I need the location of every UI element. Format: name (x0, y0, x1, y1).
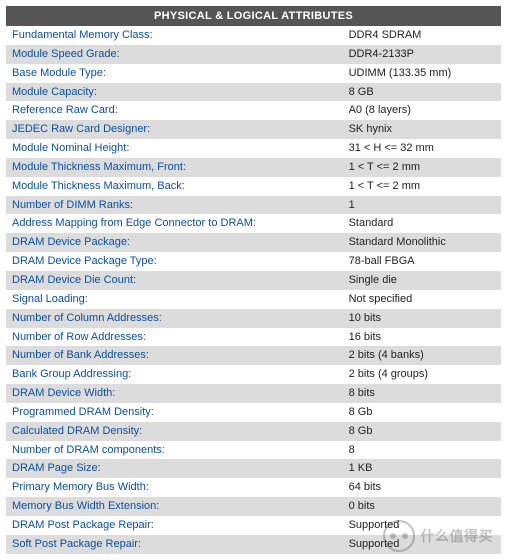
attr-value: UDIMM (133.35 mm) (343, 64, 501, 83)
attributes-table: Fundamental Memory Class:DDR4 SDRAMModul… (6, 26, 501, 554)
table-row: DRAM Device Package:Standard Monolithic (6, 233, 501, 252)
attr-label: Fundamental Memory Class: (6, 26, 343, 45)
table-row: Module Thickness Maximum, Front:1 < T <=… (6, 158, 501, 177)
table-row: DRAM Page Size:1 KB (6, 459, 501, 478)
attr-label: Number of DRAM components: (6, 441, 343, 460)
attr-label: Memory Bus Width Extension: (6, 497, 343, 516)
table-row: Module Thickness Maximum, Back:1 < T <= … (6, 177, 501, 196)
panel-header-title: PHYSICAL & LOGICAL ATTRIBUTES (154, 10, 353, 22)
attr-value: 8 Gb (343, 403, 501, 422)
attr-value: DDR4-2133P (343, 45, 501, 64)
table-row: Signal Loading:Not specified (6, 290, 501, 309)
attr-label: Primary Memory Bus Width: (6, 478, 343, 497)
table-row: Primary Memory Bus Width:64 bits (6, 478, 501, 497)
table-row: Module Nominal Height:31 < H <= 32 mm (6, 139, 501, 158)
attr-label: DRAM Page Size: (6, 459, 343, 478)
table-row: Reference Raw Card:A0 (8 layers) (6, 101, 501, 120)
attr-value: 10 bits (343, 309, 501, 328)
attr-label: DRAM Device Width: (6, 384, 343, 403)
attr-label: Module Nominal Height: (6, 139, 343, 158)
attr-label: Module Thickness Maximum, Front: (6, 158, 343, 177)
table-row: Address Mapping from Edge Connector to D… (6, 214, 501, 233)
attr-value: Standard (343, 214, 501, 233)
attr-value: 8 Gb (343, 422, 501, 441)
attr-label: Module Capacity: (6, 83, 343, 102)
attr-label: Base Module Type: (6, 64, 343, 83)
table-row: Number of Bank Addresses:2 bits (4 banks… (6, 346, 501, 365)
attr-value: 16 bits (343, 328, 501, 347)
table-row: JEDEC Raw Card Designer:SK hynix (6, 120, 501, 139)
attr-value: 0 bits (343, 497, 501, 516)
attr-value: 64 bits (343, 478, 501, 497)
table-row: Base Module Type:UDIMM (133.35 mm) (6, 64, 501, 83)
attr-value: 8 GB (343, 83, 501, 102)
attr-value: Standard Monolithic (343, 233, 501, 252)
attr-value: 2 bits (4 banks) (343, 346, 501, 365)
attr-value: DDR4 SDRAM (343, 26, 501, 45)
attr-label: Address Mapping from Edge Connector to D… (6, 214, 343, 233)
table-row: Number of Column Addresses:10 bits (6, 309, 501, 328)
table-row: Calculated DRAM Density:8 Gb (6, 422, 501, 441)
attr-label: Bank Group Addressing: (6, 365, 343, 384)
table-row: DRAM Post Package Repair:Supported (6, 516, 501, 535)
attr-label: Reference Raw Card: (6, 101, 343, 120)
attr-label: Number of Row Addresses: (6, 328, 343, 347)
attr-value: SK hynix (343, 120, 501, 139)
attr-label: DRAM Device Package Type: (6, 252, 343, 271)
attributes-panel: PHYSICAL & LOGICAL ATTRIBUTES Fundamenta… (0, 0, 507, 560)
attr-value: 31 < H <= 32 mm (343, 139, 501, 158)
table-row: Number of DRAM components:8 (6, 441, 501, 460)
table-row: Programmed DRAM Density:8 Gb (6, 403, 501, 422)
table-row: Soft Post Package Repair:Supported (6, 535, 501, 554)
attr-label: Signal Loading: (6, 290, 343, 309)
attr-label: DRAM Post Package Repair: (6, 516, 343, 535)
table-row: DRAM Device Width:8 bits (6, 384, 501, 403)
attr-label: Number of Bank Addresses: (6, 346, 343, 365)
attr-label: Number of Column Addresses: (6, 309, 343, 328)
attr-label: JEDEC Raw Card Designer: (6, 120, 343, 139)
attr-value: Supported (343, 535, 501, 554)
table-row: Module Capacity:8 GB (6, 83, 501, 102)
attr-label: DRAM Device Package: (6, 233, 343, 252)
attr-value: 1 < T <= 2 mm (343, 177, 501, 196)
table-row: Fundamental Memory Class:DDR4 SDRAM (6, 26, 501, 45)
table-row: Number of DIMM Ranks:1 (6, 196, 501, 215)
attr-value: 8 bits (343, 384, 501, 403)
attr-label: Programmed DRAM Density: (6, 403, 343, 422)
panel-header: PHYSICAL & LOGICAL ATTRIBUTES (6, 6, 501, 26)
attr-value: 78-ball FBGA (343, 252, 501, 271)
attr-value: 2 bits (4 groups) (343, 365, 501, 384)
attr-value: 1 KB (343, 459, 501, 478)
table-row: Module Speed Grade:DDR4-2133P (6, 45, 501, 64)
attr-label: Module Thickness Maximum, Back: (6, 177, 343, 196)
attr-label: Number of DIMM Ranks: (6, 196, 343, 215)
attr-value: Not specified (343, 290, 501, 309)
attr-label: DRAM Device Die Count: (6, 271, 343, 290)
table-row: DRAM Device Die Count:Single die (6, 271, 501, 290)
table-row: DRAM Device Package Type:78-ball FBGA (6, 252, 501, 271)
attr-value: 1 (343, 196, 501, 215)
attr-value: Single die (343, 271, 501, 290)
attr-value: 1 < T <= 2 mm (343, 158, 501, 177)
attr-value: A0 (8 layers) (343, 101, 501, 120)
attr-label: Module Speed Grade: (6, 45, 343, 64)
attr-value: Supported (343, 516, 501, 535)
table-row: Memory Bus Width Extension:0 bits (6, 497, 501, 516)
attr-label: Calculated DRAM Density: (6, 422, 343, 441)
table-row: Number of Row Addresses:16 bits (6, 328, 501, 347)
table-row: Bank Group Addressing:2 bits (4 groups) (6, 365, 501, 384)
attr-label: Soft Post Package Repair: (6, 535, 343, 554)
attr-value: 8 (343, 441, 501, 460)
